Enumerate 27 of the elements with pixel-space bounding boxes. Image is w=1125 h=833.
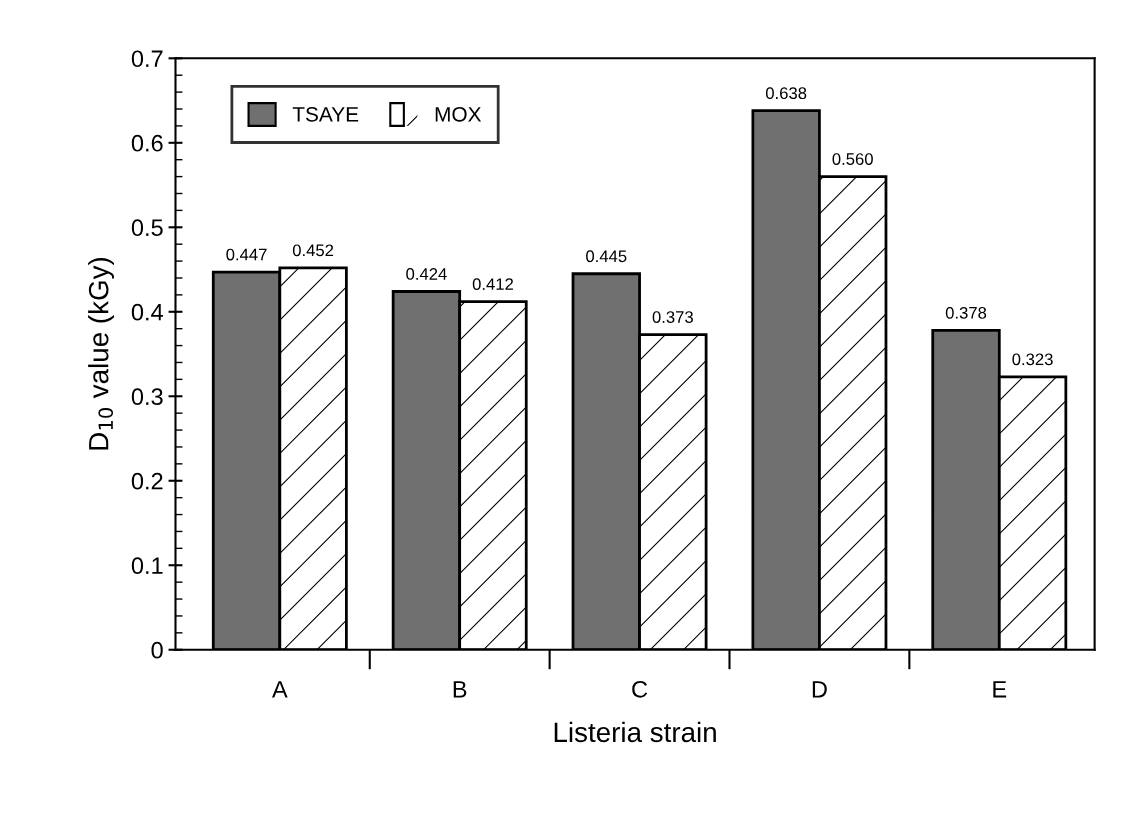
data-label: 0.323 <box>1012 353 1053 366</box>
x-tick-label: C <box>632 680 648 698</box>
data-label: 0.412 <box>472 278 513 291</box>
y-tick-label: 0.1 <box>131 557 163 575</box>
x-tick-label: E <box>993 681 1007 698</box>
x-tick-label: A <box>272 681 288 698</box>
data-label: 0.445 <box>586 250 627 263</box>
y-tick-label: 0.6 <box>131 134 163 152</box>
legend-label: TSAYE <box>292 106 359 122</box>
x-tick-label: D <box>812 681 827 698</box>
data-label: 0.373 <box>652 311 693 323</box>
y-tick-label: 0.5 <box>131 219 163 237</box>
y-tick-label: 0.4 <box>131 303 164 321</box>
x-axis-title: Listeria strain <box>554 721 716 743</box>
y-axis-title: D$_{10}$ value (kGy) <box>88 257 114 450</box>
y-tick-label: 0.2 <box>131 472 163 490</box>
y-tick-label: 0.7 <box>131 50 163 68</box>
data-label: 0.424 <box>406 268 447 280</box>
x-tick-label: B <box>453 681 467 698</box>
data-label: 0.638 <box>765 87 807 100</box>
legend-label: MOX <box>435 106 482 122</box>
data-label: 0.560 <box>832 153 873 165</box>
data-label: 0.452 <box>292 244 334 257</box>
y-tick-label: 0.3 <box>131 388 163 406</box>
data-label: 0.447 <box>226 248 267 261</box>
data-label: 0.378 <box>945 306 987 319</box>
y-tick-label: 0 <box>151 641 163 659</box>
